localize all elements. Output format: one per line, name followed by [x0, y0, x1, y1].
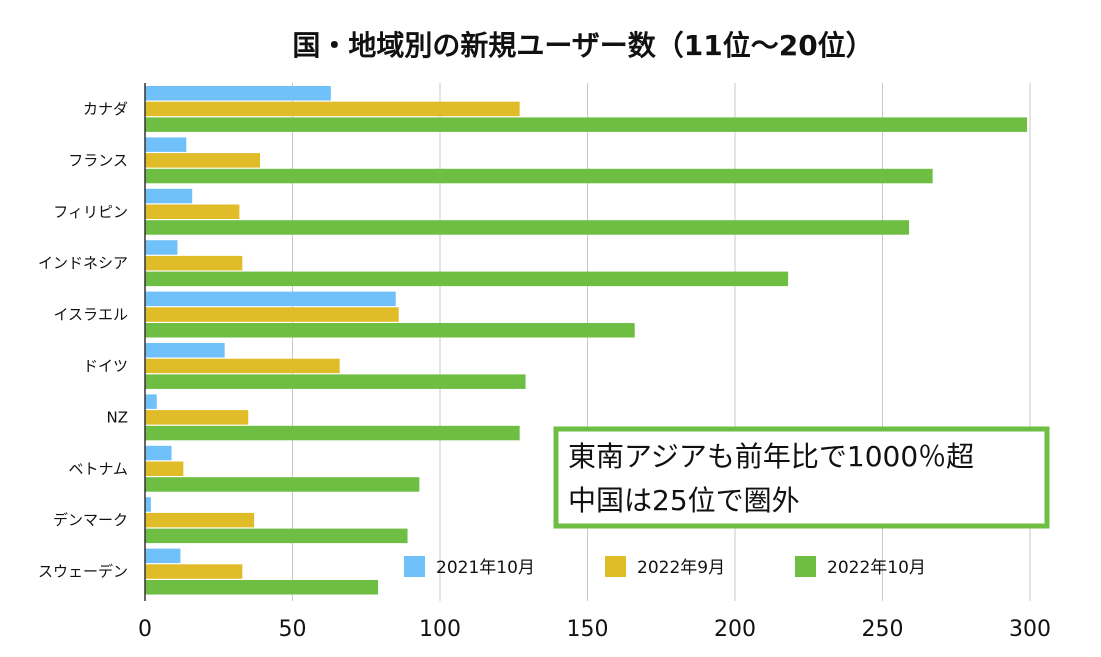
bar — [145, 271, 789, 287]
legend-swatch — [795, 556, 816, 577]
category-label: ドイツ — [83, 357, 128, 375]
legend: 2021年10月 2022年9月 2022年10月 — [404, 556, 926, 578]
bar — [145, 240, 178, 255]
bar — [145, 580, 379, 595]
x-tick-label: 100 — [419, 617, 461, 642]
bar — [145, 461, 184, 476]
legend-label: 2022年9月 — [637, 558, 725, 578]
x-tick-label: 250 — [862, 617, 904, 642]
category-label: NZ — [107, 408, 129, 426]
x-tick-label: 200 — [714, 617, 756, 642]
category-label: インドネシア — [38, 254, 128, 272]
bar — [145, 564, 243, 579]
chart-title: 国・地域別の新規ユーザー数（11位〜20位） — [292, 29, 873, 62]
bar — [145, 153, 261, 168]
category-label: スウェーデン — [38, 563, 128, 581]
bar — [145, 512, 255, 528]
x-tick-labels: 0 50 100 150 200 250 300 — [138, 617, 1051, 642]
bar — [145, 445, 172, 461]
legend-swatch — [404, 556, 425, 577]
category-label: フィリピン — [53, 203, 128, 221]
bar — [145, 343, 225, 358]
legend-label: 2021年10月 — [436, 558, 535, 578]
category-label: デンマーク — [53, 511, 128, 529]
bar — [145, 117, 1028, 132]
bar — [145, 307, 399, 322]
bar — [145, 410, 249, 425]
bar — [145, 358, 340, 374]
category-label: ベトナム — [68, 460, 128, 478]
bar — [145, 425, 520, 441]
legend-label: 2022年10月 — [827, 558, 926, 578]
bar — [145, 291, 396, 307]
bar — [145, 394, 157, 409]
legend-swatch — [605, 556, 626, 577]
bar — [145, 188, 193, 204]
bar — [145, 204, 240, 219]
annotation-frame — [553, 426, 1050, 529]
bar — [145, 374, 526, 389]
annotation-line: 東南アジアも前年比で1000％超 — [568, 440, 974, 473]
bar — [145, 477, 420, 492]
category-label: イスラエル — [53, 306, 128, 324]
bar — [145, 101, 520, 117]
x-tick-label: 150 — [567, 617, 609, 642]
x-tick-label: 300 — [1009, 617, 1051, 642]
bars — [145, 86, 1028, 595]
annotation-line: 中国は25位で圏外 — [568, 484, 800, 517]
bar — [145, 255, 243, 271]
bar — [145, 168, 933, 184]
x-tick-label: 50 — [279, 617, 307, 642]
category-label: カナダ — [83, 100, 128, 118]
category-label: フランス — [68, 151, 128, 169]
x-tick-label: 0 — [138, 617, 152, 642]
bar — [145, 86, 331, 101]
bar — [145, 137, 187, 152]
bar — [145, 220, 910, 235]
bar — [145, 528, 408, 544]
bar — [145, 497, 151, 512]
bar — [145, 548, 181, 564]
bar — [145, 323, 635, 338]
